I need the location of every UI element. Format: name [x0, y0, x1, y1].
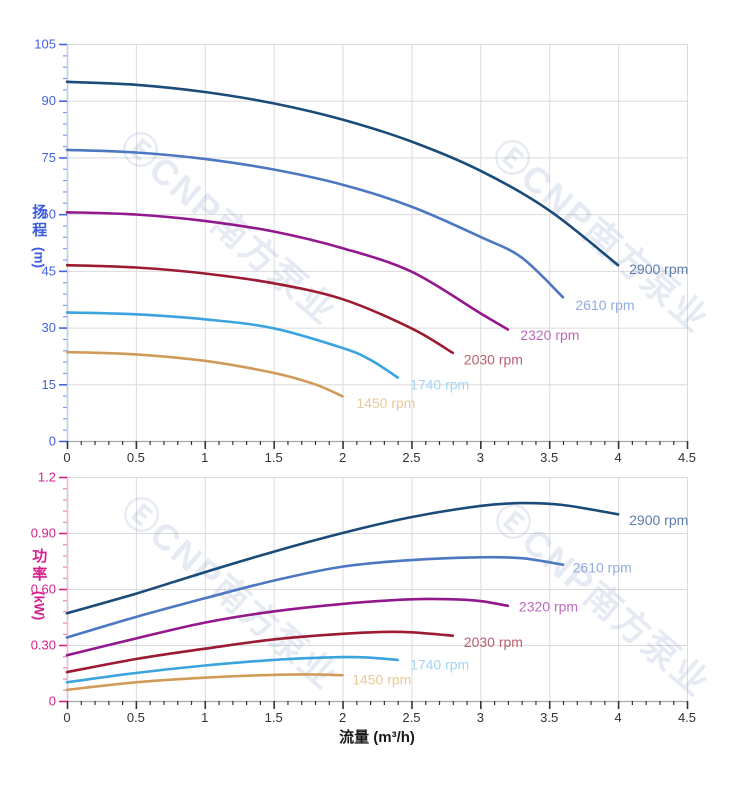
y-tick-label: 90	[42, 93, 56, 108]
x-tick-label: 2.5	[402, 710, 420, 725]
label-2030rpm: 2030 rpm	[464, 352, 523, 368]
x-ticks: 0 0.5 1 1.5 2 2.5 3 3.5 4 4.5	[63, 441, 696, 465]
head-axis-title-cn: 扬程	[30, 204, 48, 240]
curve-2610rpm	[65, 555, 565, 639]
x-tick-label: 2	[339, 450, 346, 465]
head-axis-title: 扬程 (m)	[30, 204, 47, 268]
x-tick-label: 4.5	[678, 710, 696, 725]
curve-2900rpm	[65, 80, 620, 267]
x-tick-label: 3.5	[540, 710, 558, 725]
label-2320rpm: 2320 rpm	[520, 327, 579, 343]
label-1450rpm: 1450 rpm	[356, 395, 415, 411]
x-tick-label: 4	[614, 710, 621, 725]
y-tick-label: 105	[34, 37, 56, 52]
x-tick-label: 1.5	[265, 450, 283, 465]
curve-1740rpm	[65, 655, 399, 684]
y-ticks: 0 0.30 0.60 0.90 1.2	[31, 470, 67, 709]
y-tick-label: 60	[42, 207, 56, 222]
label-1740rpm: 1740 rpm	[410, 376, 469, 392]
y-tick-label: 0.30	[31, 638, 56, 653]
label-2030rpm: 2030 rpm	[464, 634, 523, 650]
label-2900rpm: 2900 rpm	[629, 261, 688, 277]
label-2900rpm: 2900 rpm	[629, 512, 688, 528]
curve-2030rpm	[65, 630, 455, 674]
x-tick-label: 0.5	[127, 710, 145, 725]
x-tick-label: 4	[614, 450, 621, 465]
x-tick-label: 0	[63, 450, 70, 465]
y-tick-label: 45	[42, 263, 56, 278]
curve-1740rpm	[65, 311, 399, 379]
x-tick-label: 0.5	[127, 450, 145, 465]
label-2610rpm: 2610 rpm	[573, 560, 632, 576]
y-tick-label: 1.2	[38, 470, 56, 485]
label-2320rpm: 2320 rpm	[519, 599, 578, 615]
label-1740rpm: 1740 rpm	[410, 657, 469, 673]
x-tick-label: 3	[477, 710, 484, 725]
x-tick-label: 1	[201, 710, 208, 725]
y-tick-label: 0	[49, 694, 56, 709]
y-tick-label: 0	[49, 434, 56, 449]
x-tick-label: 0	[63, 710, 70, 725]
y-ticks: 0 15 30 45 60 75 90 105	[34, 37, 67, 449]
x-tick-label: 1.5	[265, 710, 283, 725]
x-tick-label: 3	[477, 450, 484, 465]
grid	[67, 477, 688, 702]
curve-2610rpm	[65, 148, 565, 299]
y-tick-label: 0.90	[31, 526, 56, 541]
x-tick-label: 2	[339, 710, 346, 725]
curve-1450rpm	[65, 673, 344, 692]
curve-2030rpm	[65, 263, 455, 355]
power-axis-title-cn: 功率	[30, 548, 48, 584]
power-axis-title: 功率 (kW)	[30, 548, 47, 620]
flow-axis-title: 流量 (m³/h)	[339, 729, 415, 746]
head-axis-title-unit: (m)	[31, 247, 47, 268]
x-tick-label: 2.5	[402, 450, 420, 465]
curve-2900rpm	[65, 501, 620, 615]
y-tick-label: 0.60	[31, 582, 56, 597]
x-tick-label: 3.5	[540, 450, 558, 465]
curve-2320rpm	[65, 211, 510, 331]
x-ticks: 0 0.5 1 1.5 2 2.5 3 3.5 4 4.5	[63, 701, 696, 725]
y-tick-label: 30	[42, 320, 56, 335]
label-1450rpm: 1450 rpm	[352, 672, 411, 688]
curve-1450rpm	[65, 350, 344, 398]
y-tick-label: 75	[42, 150, 56, 165]
label-2610rpm: 2610 rpm	[575, 297, 634, 313]
x-tick-label: 4.5	[678, 450, 696, 465]
power-axis-title-unit: (kW)	[31, 591, 47, 621]
x-tick-label: 1	[201, 450, 208, 465]
curve-2320rpm	[65, 597, 510, 657]
y-tick-label: 15	[42, 377, 56, 392]
